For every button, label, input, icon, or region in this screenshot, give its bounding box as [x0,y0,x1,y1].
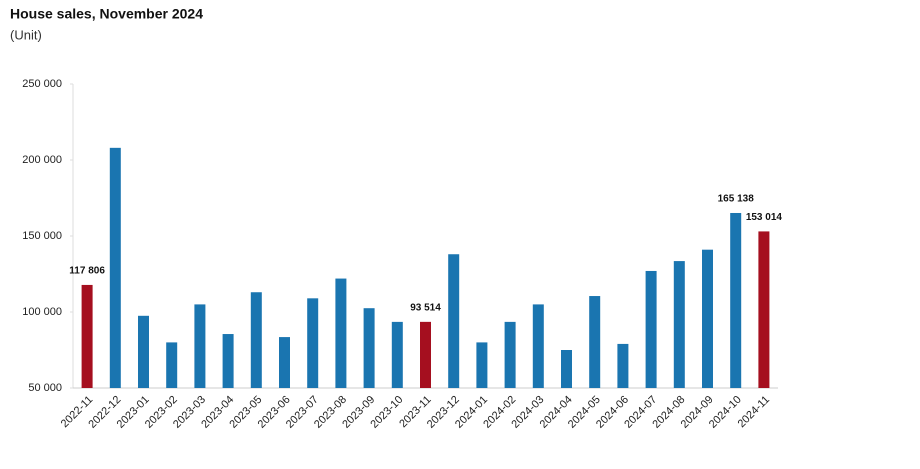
bar [166,342,178,388]
chart-title: House sales, November 2024 [10,6,203,22]
bar [730,212,742,388]
value-label: 165 138 [718,194,755,205]
bar [420,321,431,388]
y-tick-label: 150 000 [22,230,62,242]
bar [589,296,601,388]
bar [81,284,93,388]
bar [561,350,572,388]
bar [222,334,234,388]
value-label: 117 806 [69,266,105,277]
chart-subtitle: (Unit) [10,27,42,42]
bar [279,337,290,388]
bar [758,231,770,388]
bar [363,308,375,388]
bar [194,304,206,388]
bar [250,292,262,388]
y-tick-label: 100 000 [22,306,62,318]
bar [532,304,544,388]
bar [448,254,460,388]
y-tick-label: 200 000 [22,154,62,166]
value-label: 93 514 [410,302,441,313]
bar [673,261,685,388]
bar [645,270,657,388]
bar [617,343,629,388]
bar [335,278,347,388]
y-tick-label: 250 000 [22,78,62,90]
y-tick-label: 50 000 [28,382,62,394]
bar [702,249,713,388]
bar [109,147,121,388]
bar [138,315,149,388]
bar [391,321,403,388]
bar [307,298,319,388]
bar [504,321,516,388]
bar [476,342,488,388]
value-label: 153 014 [746,212,783,223]
x-tick-label: 2024-11 [736,394,772,430]
